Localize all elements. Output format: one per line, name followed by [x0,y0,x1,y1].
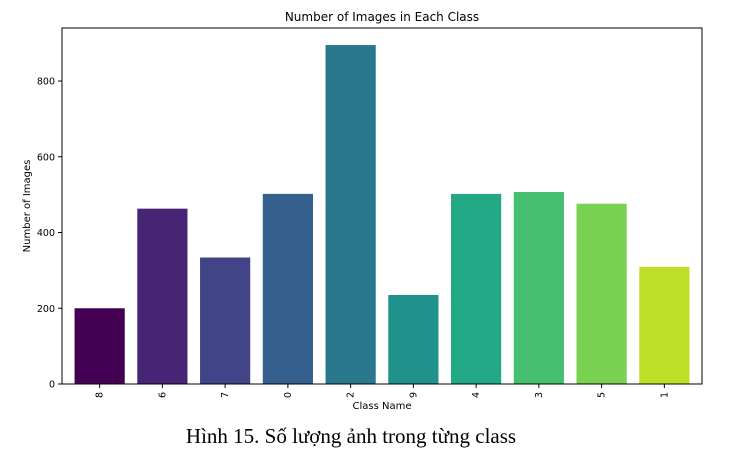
x-tick-label: 6 [157,392,168,398]
y-tick-label: 200 [37,304,55,315]
bar-class-6 [137,208,188,384]
bar-class-7 [200,257,251,384]
figure-caption: Hình 15. Số lượng ảnh trong từng class [185,424,517,448]
x-tick-label: 8 [95,392,106,398]
x-axis-label: Class Name [353,401,412,412]
bar-class-8 [74,308,125,384]
chart-title: Number of Images in Each Class [285,10,479,24]
x-tick-label: 3 [534,392,545,398]
y-axis-ticks: 0 200 400 600 800 [37,77,62,391]
x-tick-label: 9 [408,392,419,398]
x-tick-label: 0 [283,392,294,398]
bar-class-5 [576,203,627,384]
bar-class-1 [639,266,690,384]
bar-class-0 [262,193,313,384]
bar-chart: Number of Images in Each Class 020040060… [22,10,703,412]
x-tick-label: 1 [659,392,670,398]
x-tick-label: 4 [471,392,482,398]
plot-frame [61,27,703,385]
bar-class-9 [388,295,439,384]
bar-class-4 [451,193,502,384]
y-tick-label: 800 [37,77,55,88]
y-tick-label: 0 [49,380,55,391]
bar-class-3 [513,191,564,384]
y-axis-label: Number of Images [22,160,33,253]
bar-class-2 [325,45,376,384]
x-tick-label: 5 [597,392,608,398]
x-tick-label: 7 [220,392,231,398]
y-tick-label: 400 [37,228,55,239]
y-tick-label: 600 [37,152,55,163]
x-axis-ticks: 8 6 7 0 2 9 4 3 5 1 [95,384,670,398]
bars-group [74,45,690,384]
x-tick-label: 2 [346,392,357,398]
